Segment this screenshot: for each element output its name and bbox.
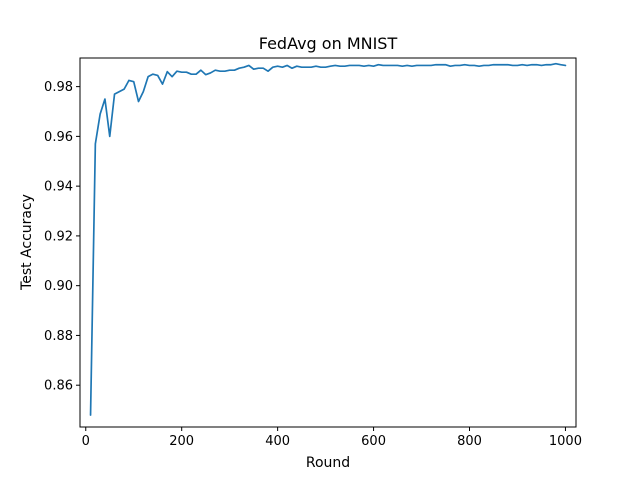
y-axis: 0.86 0.88 0.90 0.92 0.94 0.96 0.98 <box>44 80 80 394</box>
y-tick-label: 0.90 <box>44 279 73 294</box>
y-tick-label: 0.88 <box>44 329 73 344</box>
y-axis-label: Test Accuracy <box>19 194 35 291</box>
y-tick-label: 0.92 <box>44 229 73 244</box>
x-axis: 0 200 400 600 800 1000 <box>82 427 582 449</box>
y-tick-label: 0.94 <box>44 180 73 195</box>
x-tick-label: 400 <box>265 434 290 449</box>
x-tick-label: 800 <box>457 434 482 449</box>
chart-title: FedAvg on MNIST <box>259 34 398 53</box>
axes-frame <box>79 57 577 428</box>
series-line <box>89 62 567 416</box>
y-tick-label: 0.98 <box>44 80 73 95</box>
y-tick-label: 0.96 <box>44 130 73 145</box>
plot-area <box>89 62 567 416</box>
x-axis-label: Round <box>306 455 350 471</box>
x-tick-label: 1000 <box>549 434 582 449</box>
x-tick-label: 200 <box>169 434 194 449</box>
y-tick-label: 0.86 <box>44 379 73 394</box>
x-tick-label: 0 <box>82 434 90 449</box>
x-tick-label: 600 <box>361 434 386 449</box>
